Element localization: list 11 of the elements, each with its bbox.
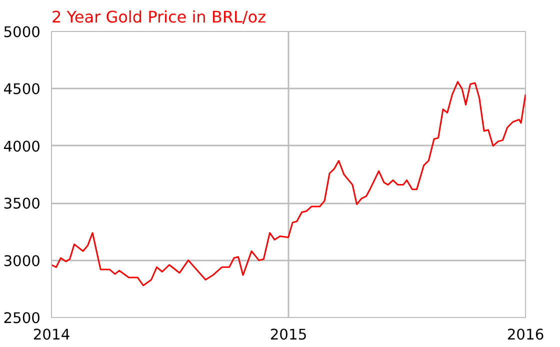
x-tick-label: 2016: [506, 326, 544, 344]
y-tick-label: 5000: [3, 24, 41, 41]
y-tick-label: 3000: [3, 252, 41, 270]
y-tick-label: 3500: [3, 196, 41, 213]
x-tick-label: 2014: [32, 326, 70, 344]
chart-title: 2 Year Gold Price in BRL/oz: [52, 8, 266, 26]
x-tick-label: 2015: [270, 326, 308, 344]
y-tick-label: 2500: [3, 310, 41, 327]
line-series: [52, 81, 526, 286]
y-tick-label: 4500: [3, 81, 41, 98]
y-tick-label: 4000: [3, 138, 41, 156]
